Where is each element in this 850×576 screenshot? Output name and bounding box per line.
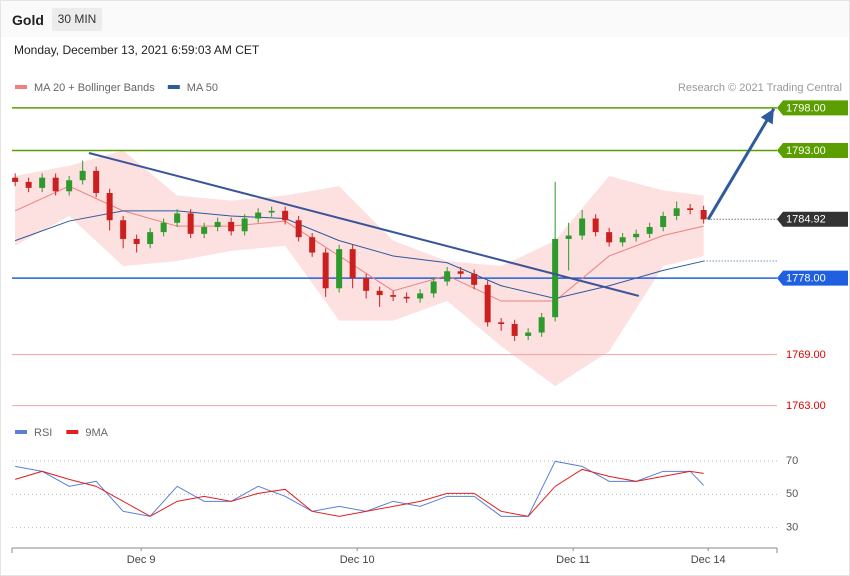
level-label-box bbox=[777, 142, 848, 158]
x-tick-label: Dec 9 bbox=[127, 554, 156, 566]
candle-body bbox=[606, 232, 613, 243]
candle-body bbox=[214, 221, 221, 228]
candle-body bbox=[93, 170, 100, 193]
forecast-arrow bbox=[706, 107, 776, 221]
candle-body bbox=[403, 296, 410, 299]
legend-swatch bbox=[66, 430, 79, 434]
candle-body bbox=[430, 281, 437, 294]
legend-swatch bbox=[167, 85, 180, 89]
candle-body bbox=[363, 278, 370, 291]
candle-body bbox=[687, 208, 694, 211]
candle-body bbox=[309, 237, 316, 253]
candle-body bbox=[228, 221, 235, 232]
candle-body bbox=[592, 218, 599, 233]
candle-body bbox=[187, 213, 194, 234]
candle-body bbox=[417, 293, 424, 299]
candle-body bbox=[336, 249, 343, 289]
candle-body bbox=[147, 232, 154, 245]
candle-body bbox=[39, 177, 46, 188]
candle-body bbox=[471, 273, 478, 285]
rsi-line bbox=[15, 460, 705, 517]
candle-body bbox=[120, 220, 127, 239]
candle-body bbox=[322, 252, 329, 289]
candle-body bbox=[673, 208, 680, 216]
legend-label: MA 50 bbox=[187, 82, 218, 94]
candle-body bbox=[457, 271, 464, 274]
level-label: 1769.00 bbox=[786, 349, 826, 361]
level-label: 1784.92 bbox=[786, 214, 826, 226]
y-tick-label: 30 bbox=[786, 522, 798, 534]
rsi-line bbox=[15, 468, 704, 517]
candle-body bbox=[646, 227, 653, 234]
x-tick-label: Dec 10 bbox=[340, 554, 375, 566]
candle-body bbox=[79, 170, 86, 181]
candle-body bbox=[201, 227, 208, 234]
level-label: 1778.00 bbox=[786, 272, 826, 284]
level-label-box bbox=[777, 100, 848, 116]
level-label: 1798.00 bbox=[786, 102, 826, 114]
candle-body bbox=[12, 177, 19, 182]
candle-body bbox=[538, 317, 545, 333]
x-tick-label: Dec 11 bbox=[556, 554, 590, 566]
candle-body bbox=[565, 235, 572, 239]
legend-swatch bbox=[15, 85, 27, 89]
candle-body bbox=[255, 212, 262, 219]
candle-body bbox=[700, 210, 707, 220]
y-tick-label: 50 bbox=[786, 488, 798, 500]
source: Research © 2021 Trading Central bbox=[678, 82, 842, 94]
candle-body bbox=[525, 332, 532, 336]
level-label: 1763.00 bbox=[786, 400, 826, 412]
candle-body bbox=[106, 192, 113, 221]
candle-body bbox=[241, 218, 248, 232]
legend-label: RSI bbox=[34, 427, 52, 439]
candle-body bbox=[633, 233, 640, 238]
candle-body bbox=[174, 213, 181, 223]
candle-body bbox=[390, 295, 397, 297]
candle-body bbox=[52, 177, 59, 192]
candle-body bbox=[25, 181, 32, 188]
level-label-box bbox=[777, 270, 848, 286]
candle-body bbox=[498, 322, 505, 325]
candle-body bbox=[268, 210, 275, 213]
symbol: Gold bbox=[12, 12, 44, 28]
candle-body bbox=[282, 210, 289, 221]
candle-body bbox=[579, 218, 586, 236]
candle-body bbox=[133, 238, 140, 245]
level-label-box bbox=[777, 211, 848, 227]
candle-body bbox=[484, 284, 491, 323]
legend-label: MA 20 + Bollinger Bands bbox=[34, 82, 155, 94]
candle-body bbox=[660, 215, 667, 228]
candle-body bbox=[349, 249, 356, 279]
timeframe-button[interactable]: 30 MIN bbox=[52, 8, 102, 31]
timestamp: Monday, December 13, 2021 6:59:03 AM CET bbox=[14, 43, 260, 57]
candle-body bbox=[295, 220, 302, 238]
bollinger-band bbox=[15, 150, 704, 387]
candle-body bbox=[376, 290, 383, 296]
y-tick-label: 70 bbox=[786, 455, 798, 467]
x-tick-label: Dec 14 bbox=[691, 554, 726, 566]
legend-swatch bbox=[15, 430, 27, 434]
candle-body bbox=[511, 324, 518, 336]
trendline bbox=[88, 152, 640, 297]
legend-label: 9MA bbox=[85, 427, 108, 439]
toolbar bbox=[1, 1, 849, 37]
candle-body bbox=[444, 271, 451, 282]
arrow-head bbox=[760, 108, 774, 125]
candle-body bbox=[552, 238, 559, 318]
candle-body bbox=[619, 237, 626, 243]
ma-line bbox=[14, 210, 704, 300]
level-label: 1793.00 bbox=[786, 145, 826, 157]
candle-body bbox=[160, 222, 167, 233]
candle-body bbox=[66, 180, 73, 192]
ma-line bbox=[14, 185, 704, 302]
